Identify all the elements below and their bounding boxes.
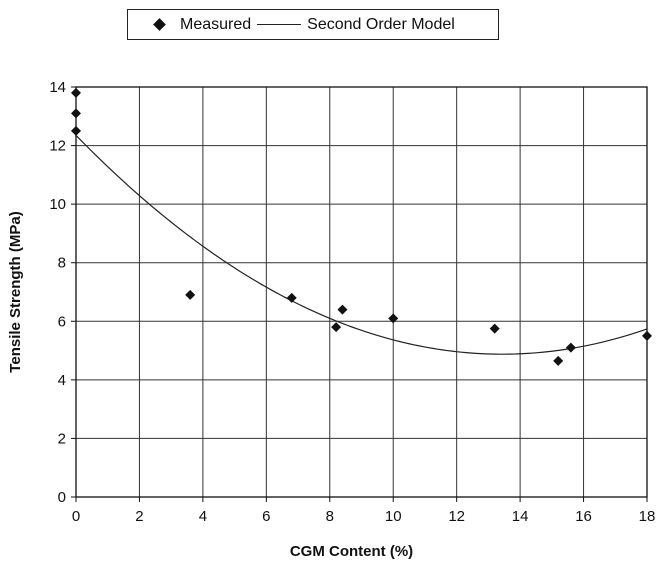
measured-point: [287, 293, 297, 303]
y-tick-label: 12: [49, 138, 66, 155]
measured-point: [185, 290, 195, 300]
x-tick-label: 16: [575, 508, 592, 525]
measured-point: [331, 322, 341, 332]
measured-point: [71, 108, 81, 118]
y-tick-label: 6: [58, 313, 66, 330]
x-tick-label: 0: [72, 508, 80, 525]
measured-points: [71, 88, 652, 366]
measured-point: [553, 356, 563, 366]
x-tick-label: 10: [385, 508, 402, 525]
x-tick-label: 4: [199, 508, 207, 525]
x-tick-label: 18: [639, 508, 656, 525]
measured-point: [388, 313, 398, 323]
measured-point: [71, 88, 81, 98]
x-tick-label: 2: [135, 508, 143, 525]
y-tick-label: 10: [49, 196, 66, 213]
y-tick-label: 8: [58, 255, 66, 272]
y-tick-label: 4: [58, 372, 66, 389]
measured-point: [337, 305, 347, 315]
y-tick-label: 14: [49, 79, 66, 96]
x-tick-label: 8: [326, 508, 334, 525]
y-tick-label: 2: [58, 430, 66, 447]
measured-point: [490, 324, 500, 334]
grid: [76, 87, 647, 497]
x-axis-title: CGM Content (%): [290, 543, 413, 560]
x-tick-label: 14: [512, 508, 529, 525]
y-tick-label: 0: [58, 489, 66, 506]
x-tick-label: 6: [262, 508, 270, 525]
y-axis-title: Tensile Strength (MPa): [7, 211, 24, 372]
plot-area-frame: [76, 87, 647, 497]
measured-point: [642, 331, 652, 341]
measured-point: [566, 343, 576, 353]
measured-point: [71, 126, 81, 136]
x-tick-label: 12: [448, 508, 465, 525]
